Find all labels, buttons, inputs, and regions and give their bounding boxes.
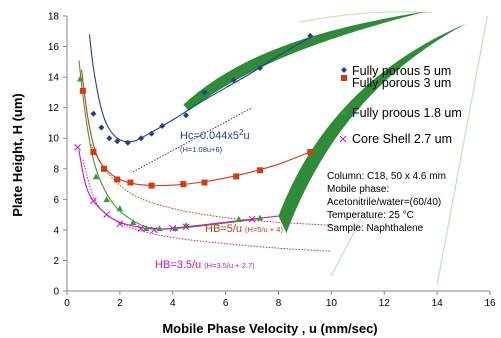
info-line-2: Mobile phase: [327,184,389,195]
data-point-fp18 [103,196,110,203]
x-axis-title: Mobile Phase Velocity , u (mm/sec) [162,321,377,336]
y-tick-label: 0 [53,287,59,298]
data-point-fp3 [101,165,108,172]
data-point-cs27 [90,197,97,205]
info-line-4: Temperature: 25 °C [327,210,414,221]
x-tick-label: 16 [484,298,496,309]
info-line-3: Acetonitrile/water=(60/40) [327,197,441,208]
model-curve-0 [132,107,253,173]
data-point-cs27 [182,223,190,231]
data-point-fp18 [156,225,163,232]
legend-marker-square [341,75,347,81]
fit-curve-0 [88,34,311,143]
data-point-fp18 [143,225,150,232]
y-tick-label: 10 [48,134,60,145]
x-tick-label: 2 [117,298,123,309]
x-tick-label: 12 [379,298,391,309]
data-point-fp5 [182,112,189,119]
data-point-cs27 [169,225,177,232]
fit-curve-1 [80,69,311,187]
data-point-cs27 [150,226,158,234]
legend: Fully porous 5 um Fully porous 3 um Full… [339,64,462,146]
light-line-2 [330,214,364,276]
data-point-fp5 [256,64,263,71]
data-point-fp5 [90,110,97,117]
data-point-fp5 [124,139,131,146]
model-curve-1 [90,144,332,226]
fit-curve-3 [78,150,279,230]
data-point-fp18 [182,222,190,229]
fit-curve-2 [78,60,261,230]
data-point-fp18 [77,75,84,82]
annotation-hb35: HB=3.5/u (H=3.5/u + 2.7) [155,259,255,271]
data-point-cs27 [248,215,256,223]
data-point-fp5 [114,138,121,145]
data-point-fp5 [307,32,314,39]
y-tick-label: 16 [48,42,60,53]
model-curve-3 [82,159,332,252]
data-point-cs27 [116,220,124,228]
data-point-fp5 [230,77,237,84]
x-tick-label: 4 [170,298,176,309]
legend-marker-x [339,135,347,143]
y-tick-label: 6 [53,195,59,206]
data-point-fp5 [159,123,166,129]
data-point-fp5 [201,89,208,96]
x-tick-label: 0 [64,298,70,309]
data-point-fp5 [106,135,113,142]
y-tick-label: 14 [48,73,60,84]
legend-label-fp3: Fully porous 3 um [352,76,451,90]
data-point-fp5 [148,130,155,137]
y-tick-label: 12 [48,103,60,114]
annotation-hc: Hc=0.044x52u [180,128,250,142]
x-tick-label: 6 [223,298,229,309]
y-tick-label: 4 [53,225,59,236]
x-tick-label: 14 [432,298,444,309]
data-point-fp3 [90,148,97,155]
legend-marker-diamond [341,67,347,73]
y-axis-title: Plate Height, H (um) [10,93,25,217]
data-point-fp3 [79,87,86,94]
data-point-fp18 [116,205,124,212]
x-tick-label: 10 [326,298,338,309]
info-line-5: Sample: Naphthalene [327,223,424,234]
legend-label-fp5: Fully porous 5 um [352,64,451,78]
data-point-fp3 [256,167,263,174]
green-arrow-upper [183,11,427,111]
info-box: Column: C18, 50 x 4.6 mm Mobile phase: A… [327,171,446,234]
info-line-1: Column: C18, 50 x 4.6 mm [327,171,446,182]
annotation-hc-sub: (H=1.08u+6) [180,145,223,154]
data-point-fp3 [127,179,134,186]
y-tick-label: 2 [53,256,59,267]
data-point-fp3 [148,182,155,189]
data-point-fp3 [114,176,121,183]
legend-label-fp18: Fully proous 1.8 um [352,106,462,120]
data-point-cs27 [103,211,111,218]
data-point-fp18 [92,173,100,180]
x-tick-label: 8 [276,298,282,309]
data-point-fp5 [98,124,105,131]
data-point-cs27 [137,225,145,232]
light-line-3 [299,11,432,23]
y-tick-label: 18 [48,12,60,23]
legend-marker-triangle [341,109,347,115]
data-point-fp3 [180,181,187,188]
data-point-cs27 [74,144,81,151]
data-point-fp3 [233,173,240,180]
data-point-fp3 [307,148,314,155]
light-line-1 [436,15,488,285]
data-point-fp5 [138,135,145,142]
data-point-fp18 [256,214,264,221]
data-point-fp3 [201,179,208,186]
y-tick-label: 8 [53,164,59,175]
legend-label-cs27: Core Shell 2.7 um [352,132,452,146]
data-point-fp18 [235,215,243,222]
data-point-fp18 [129,219,137,226]
annotation-hb5: HB=5/u (H=5/u + 4) [205,223,283,235]
